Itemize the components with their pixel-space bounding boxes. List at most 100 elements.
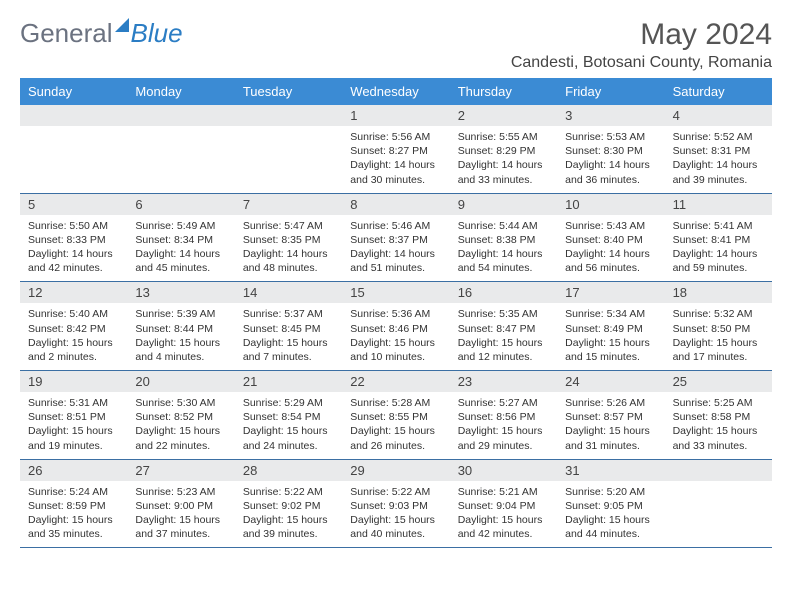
day-cell: Sunrise: 5:41 AMSunset: 8:41 PMDaylight:… bbox=[665, 215, 772, 282]
day-number bbox=[20, 105, 127, 126]
day-number: 7 bbox=[235, 194, 342, 215]
sunrise-text: Sunrise: 5:30 AM bbox=[135, 396, 226, 410]
day-number: 23 bbox=[450, 371, 557, 392]
day-cell: Sunrise: 5:20 AMSunset: 9:05 PMDaylight:… bbox=[557, 481, 664, 548]
daylight-text: Daylight: 15 hours and 33 minutes. bbox=[673, 424, 764, 452]
day-cell: Sunrise: 5:35 AMSunset: 8:47 PMDaylight:… bbox=[450, 303, 557, 370]
daylight-text: Daylight: 15 hours and 35 minutes. bbox=[28, 513, 119, 541]
sunrise-text: Sunrise: 5:35 AM bbox=[458, 307, 549, 321]
day-cell: Sunrise: 5:55 AMSunset: 8:29 PMDaylight:… bbox=[450, 126, 557, 193]
sunrise-text: Sunrise: 5:36 AM bbox=[350, 307, 441, 321]
daylight-text: Daylight: 15 hours and 37 minutes. bbox=[135, 513, 226, 541]
day-cell bbox=[20, 126, 127, 193]
day-cell: Sunrise: 5:22 AMSunset: 9:03 PMDaylight:… bbox=[342, 481, 449, 548]
daylight-text: Daylight: 14 hours and 45 minutes. bbox=[135, 247, 226, 275]
sunset-text: Sunset: 8:55 PM bbox=[350, 410, 441, 424]
day-cell: Sunrise: 5:23 AMSunset: 9:00 PMDaylight:… bbox=[127, 481, 234, 548]
sunset-text: Sunset: 8:47 PM bbox=[458, 322, 549, 336]
sunrise-text: Sunrise: 5:55 AM bbox=[458, 130, 549, 144]
sunrise-text: Sunrise: 5:37 AM bbox=[243, 307, 334, 321]
sunset-text: Sunset: 8:59 PM bbox=[28, 499, 119, 513]
day-cell: Sunrise: 5:52 AMSunset: 8:31 PMDaylight:… bbox=[665, 126, 772, 193]
daylight-text: Daylight: 15 hours and 17 minutes. bbox=[673, 336, 764, 364]
daylight-text: Daylight: 15 hours and 15 minutes. bbox=[565, 336, 656, 364]
day-cell: Sunrise: 5:31 AMSunset: 8:51 PMDaylight:… bbox=[20, 392, 127, 459]
day-cell: Sunrise: 5:26 AMSunset: 8:57 PMDaylight:… bbox=[557, 392, 664, 459]
logo-text-1: General bbox=[20, 18, 113, 49]
sunrise-text: Sunrise: 5:46 AM bbox=[350, 219, 441, 233]
sunset-text: Sunset: 9:02 PM bbox=[243, 499, 334, 513]
day-number bbox=[665, 460, 772, 481]
day-cell: Sunrise: 5:40 AMSunset: 8:42 PMDaylight:… bbox=[20, 303, 127, 370]
daylight-text: Daylight: 14 hours and 42 minutes. bbox=[28, 247, 119, 275]
sunset-text: Sunset: 8:38 PM bbox=[458, 233, 549, 247]
daylight-text: Daylight: 14 hours and 59 minutes. bbox=[673, 247, 764, 275]
sunset-text: Sunset: 8:52 PM bbox=[135, 410, 226, 424]
daylight-text: Daylight: 15 hours and 26 minutes. bbox=[350, 424, 441, 452]
location-label: Candesti, Botosani County, Romania bbox=[511, 54, 772, 72]
day-cell: Sunrise: 5:22 AMSunset: 9:02 PMDaylight:… bbox=[235, 481, 342, 548]
sunrise-text: Sunrise: 5:52 AM bbox=[673, 130, 764, 144]
day-number: 8 bbox=[342, 194, 449, 215]
day-cell: Sunrise: 5:34 AMSunset: 8:49 PMDaylight:… bbox=[557, 303, 664, 370]
day-number: 14 bbox=[235, 282, 342, 303]
daylight-text: Daylight: 15 hours and 39 minutes. bbox=[243, 513, 334, 541]
day-cell: Sunrise: 5:32 AMSunset: 8:50 PMDaylight:… bbox=[665, 303, 772, 370]
weekday-label: Tuesday bbox=[235, 78, 342, 105]
day-cell: Sunrise: 5:47 AMSunset: 8:35 PMDaylight:… bbox=[235, 215, 342, 282]
sunset-text: Sunset: 8:42 PM bbox=[28, 322, 119, 336]
sunset-text: Sunset: 8:29 PM bbox=[458, 144, 549, 158]
sunrise-text: Sunrise: 5:26 AM bbox=[565, 396, 656, 410]
daylight-text: Daylight: 15 hours and 24 minutes. bbox=[243, 424, 334, 452]
daylight-text: Daylight: 14 hours and 39 minutes. bbox=[673, 158, 764, 186]
logo-text-2: Blue bbox=[131, 18, 183, 49]
sunrise-text: Sunrise: 5:25 AM bbox=[673, 396, 764, 410]
day-number: 29 bbox=[342, 460, 449, 481]
sunset-text: Sunset: 8:51 PM bbox=[28, 410, 119, 424]
week-row: Sunrise: 5:24 AMSunset: 8:59 PMDaylight:… bbox=[20, 481, 772, 549]
week-row: Sunrise: 5:40 AMSunset: 8:42 PM Daylight:… bbox=[20, 303, 772, 371]
daylight-text: Daylight: 15 hours and 44 minutes. bbox=[565, 513, 656, 541]
sunset-text: Sunset: 8:57 PM bbox=[565, 410, 656, 424]
day-cell: Sunrise: 5:44 AMSunset: 8:38 PMDaylight:… bbox=[450, 215, 557, 282]
day-number: 9 bbox=[450, 194, 557, 215]
day-number: 31 bbox=[557, 460, 664, 481]
daylight-text: Daylight: 15 hours and 4 minutes. bbox=[135, 336, 226, 364]
day-number: 18 bbox=[665, 282, 772, 303]
title-block: May 2024 Candesti, Botosani County, Roma… bbox=[511, 18, 772, 72]
day-number bbox=[127, 105, 234, 126]
daylight-text: Daylight: 15 hours and 31 minutes. bbox=[565, 424, 656, 452]
sunrise-text: Sunrise: 5:23 AM bbox=[135, 485, 226, 499]
daylight-text: Daylight: 15 hours and 12 minutes. bbox=[458, 336, 549, 364]
weekday-label: Friday bbox=[557, 78, 664, 105]
day-cell: Sunrise: 5:27 AMSunset: 8:56 PMDaylight:… bbox=[450, 392, 557, 459]
day-cell: Sunrise: 5:30 AMSunset: 8:52 PMDaylight:… bbox=[127, 392, 234, 459]
day-cell: Sunrise: 5:37 AMSunset: 8:45 PMDaylight:… bbox=[235, 303, 342, 370]
day-cell bbox=[235, 126, 342, 193]
sunset-text: Sunset: 8:37 PM bbox=[350, 233, 441, 247]
day-number: 15 bbox=[342, 282, 449, 303]
day-number: 30 bbox=[450, 460, 557, 481]
day-number-row: 1234 bbox=[20, 105, 772, 126]
daylight-text: Daylight: 14 hours and 48 minutes. bbox=[243, 247, 334, 275]
weekday-label: Monday bbox=[127, 78, 234, 105]
day-number: 21 bbox=[235, 371, 342, 392]
daylight-text: Daylight: 14 hours and 51 minutes. bbox=[350, 247, 441, 275]
sunset-text: Sunset: 8:50 PM bbox=[673, 322, 764, 336]
logo-triangle-icon bbox=[115, 18, 129, 32]
daylight-text: Daylight: 14 hours and 30 minutes. bbox=[350, 158, 441, 186]
day-cell: Sunrise: 5:36 AMSunset: 8:46 PMDaylight:… bbox=[342, 303, 449, 370]
sunset-text: Sunset: 8:30 PM bbox=[565, 144, 656, 158]
sunset-text: Sunset: 9:00 PM bbox=[135, 499, 226, 513]
day-number: 24 bbox=[557, 371, 664, 392]
sunrise-text: Sunrise: 5:21 AM bbox=[458, 485, 549, 499]
sunrise-text: Sunrise: 5:47 AM bbox=[243, 219, 334, 233]
sunrise-text: Sunrise: 5:40 AM bbox=[28, 307, 119, 321]
day-number: 25 bbox=[665, 371, 772, 392]
sunrise-text: Sunrise: 5:31 AM bbox=[28, 396, 119, 410]
day-number: 17 bbox=[557, 282, 664, 303]
daylight-text: Daylight: 14 hours and 36 minutes. bbox=[565, 158, 656, 186]
day-number-row: 19202122232425 bbox=[20, 371, 772, 392]
day-number: 6 bbox=[127, 194, 234, 215]
sunset-text: Sunset: 8:49 PM bbox=[565, 322, 656, 336]
